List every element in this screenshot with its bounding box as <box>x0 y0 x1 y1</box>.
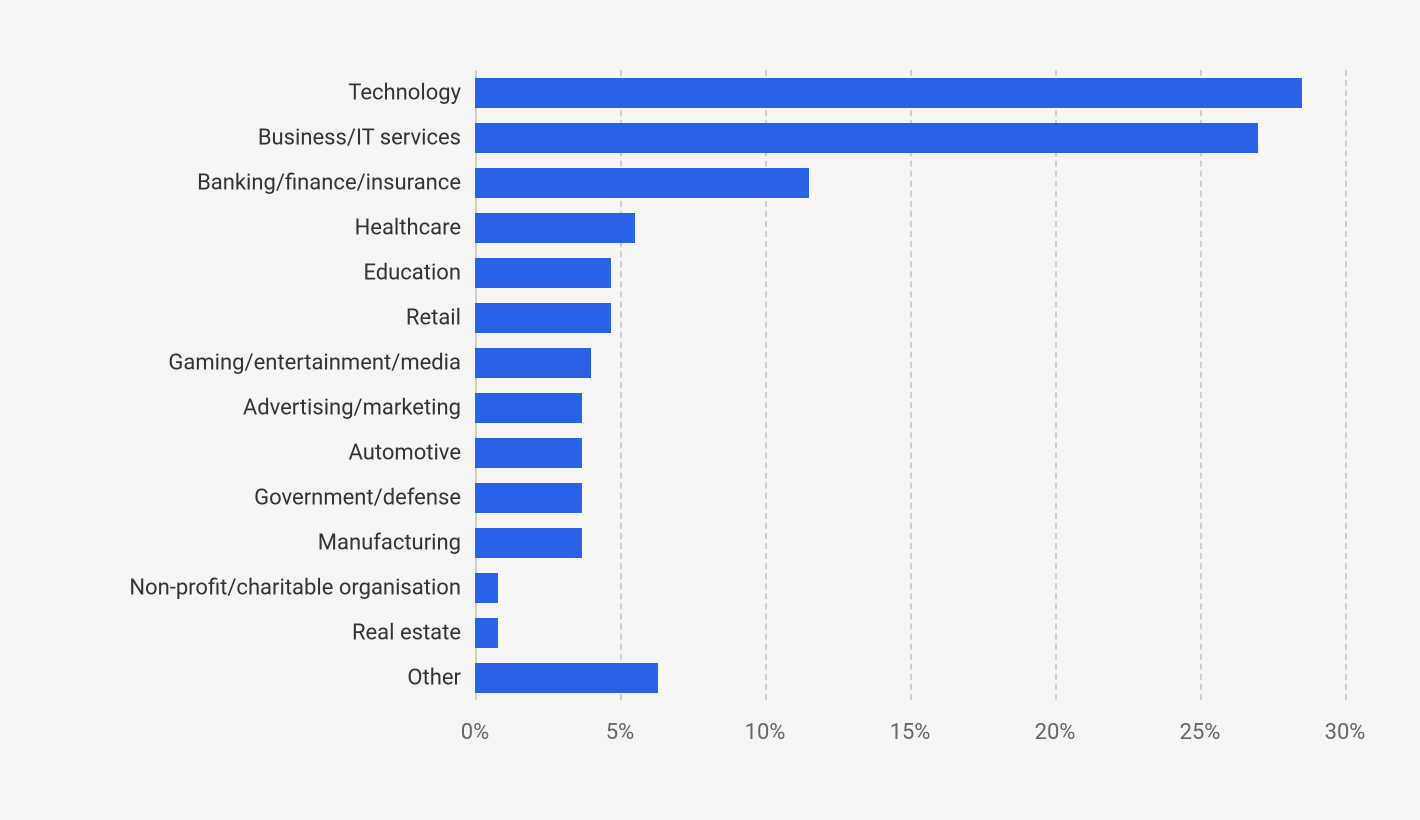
chart-container: TechnologyBusiness/IT servicesBanking/fi… <box>0 0 1420 820</box>
bar-row: Banking/finance/insurance <box>475 168 1345 198</box>
category-label: Healthcare <box>355 215 475 240</box>
bar <box>475 78 1302 108</box>
x-tick-label: 0% <box>461 720 489 745</box>
bar-row: Automotive <box>475 438 1345 468</box>
bar-row: Business/IT services <box>475 123 1345 153</box>
category-label: Government/defense <box>254 485 475 510</box>
category-label: Automotive <box>349 440 475 465</box>
gridline <box>765 70 767 700</box>
bar-row: Gaming/entertainment/media <box>475 348 1345 378</box>
bar <box>475 663 658 693</box>
bar-row: Real estate <box>475 618 1345 648</box>
bar-row: Non-profit/charitable organisation <box>475 573 1345 603</box>
x-tick-label: 25% <box>1180 720 1221 745</box>
bar <box>475 258 611 288</box>
plot-area: Technology Business/IT services Banking/fi… <box>475 70 1345 700</box>
category-label: Education <box>363 260 475 285</box>
bar <box>475 483 582 513</box>
bar-row: Government/defense <box>475 483 1345 513</box>
bar-row: Healthcare <box>475 213 1345 243</box>
x-tick-label: 10% <box>745 720 786 745</box>
gridline <box>910 70 912 700</box>
bar <box>475 213 635 243</box>
category-label: Business/IT services <box>258 125 475 150</box>
category-label: Real estate <box>352 620 475 645</box>
bar-row: Education <box>475 258 1345 288</box>
bar-row: Manufacturing <box>475 528 1345 558</box>
x-axis: 0%5%10%15%20%25%30% <box>475 720 1345 760</box>
bar <box>475 438 582 468</box>
bar-row: Advertising/marketing <box>475 393 1345 423</box>
category-label: Non-profit/charitable organisation <box>129 575 475 600</box>
bar <box>475 348 591 378</box>
bar <box>475 123 1258 153</box>
category-label: Banking/finance/insurance <box>197 170 475 195</box>
bar-row: Retail <box>475 303 1345 333</box>
category-label: Manufacturing <box>318 530 475 555</box>
gridline <box>1345 70 1347 700</box>
bar <box>475 303 611 333</box>
bar-row: Technology <box>475 78 1345 108</box>
x-tick-label: 30% <box>1325 720 1366 745</box>
x-tick-label: 15% <box>890 720 931 745</box>
category-label: Advertising/marketing <box>243 395 475 420</box>
category-label: Retail <box>406 305 475 330</box>
x-tick-label: 20% <box>1035 720 1076 745</box>
gridline <box>1200 70 1202 700</box>
gridline <box>1055 70 1057 700</box>
gridline <box>475 70 477 700</box>
bar <box>475 393 582 423</box>
x-tick-label: 5% <box>606 720 634 745</box>
bar <box>475 618 498 648</box>
bar-row: Other <box>475 663 1345 693</box>
bar <box>475 528 582 558</box>
bar <box>475 573 498 603</box>
bar <box>475 168 809 198</box>
category-label: Other <box>407 665 475 690</box>
category-label: Gaming/entertainment/media <box>168 350 475 375</box>
gridline <box>620 70 622 700</box>
category-label: Technology <box>348 80 475 105</box>
